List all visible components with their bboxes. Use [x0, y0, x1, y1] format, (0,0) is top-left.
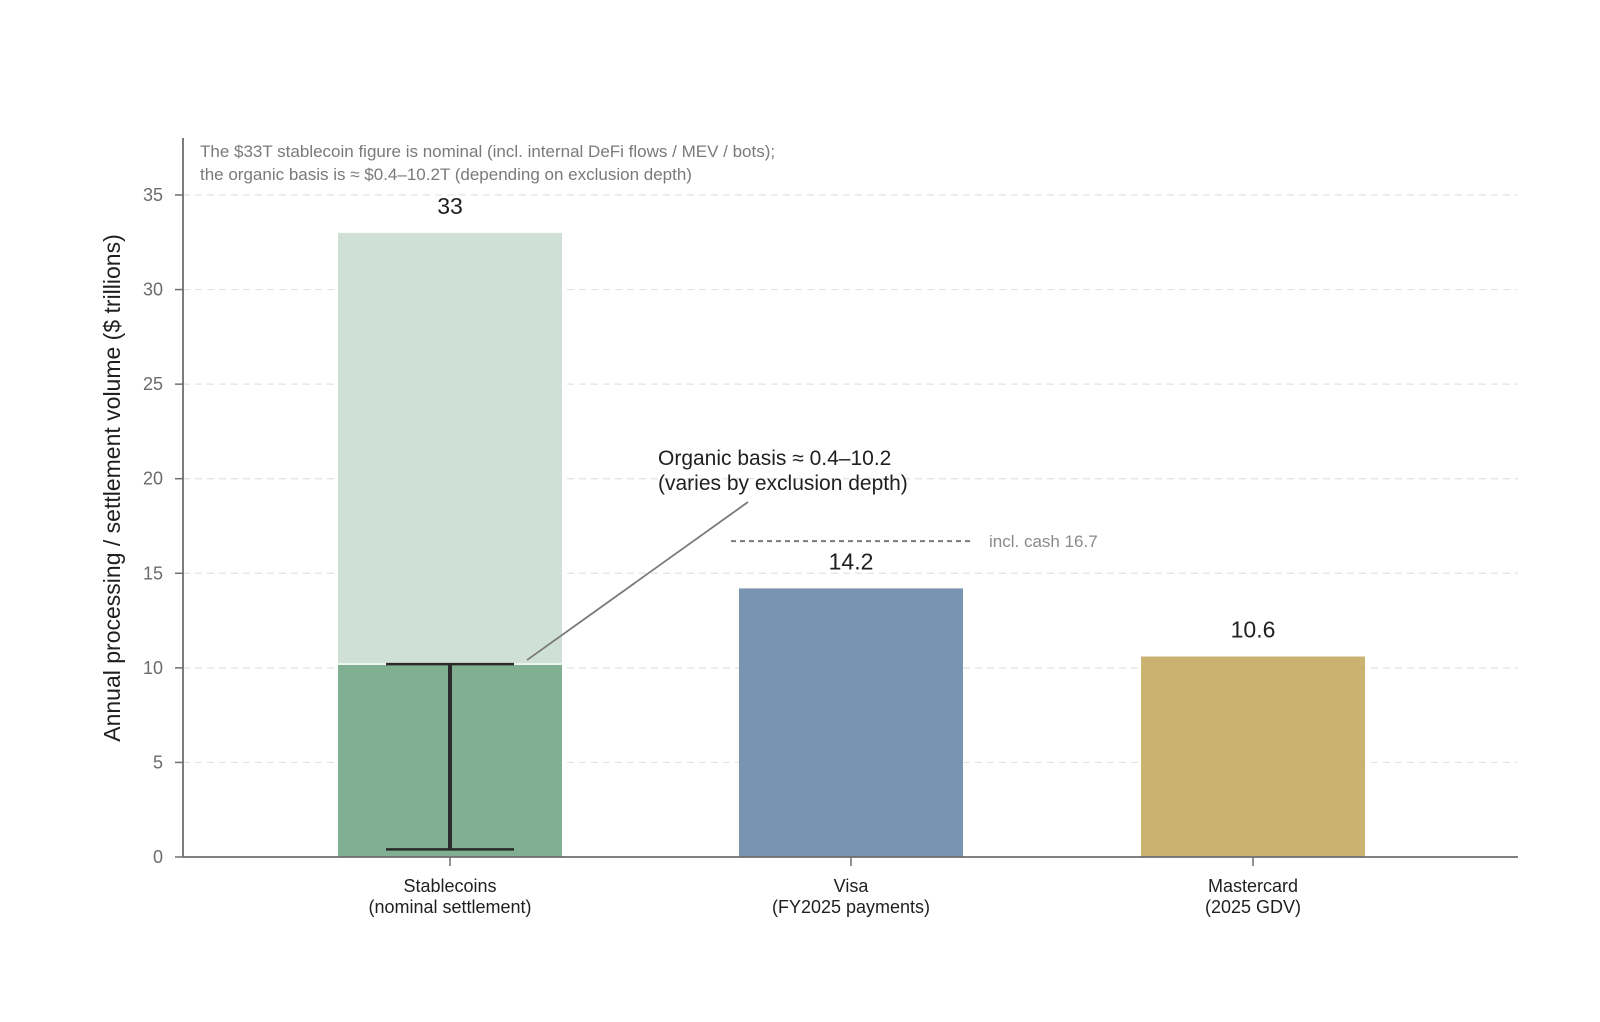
y-tick-label: 10	[143, 658, 163, 678]
x-tick-label-line: (nominal settlement)	[368, 897, 531, 917]
chart-note: The $33T stablecoin figure is nominal (i…	[200, 142, 780, 184]
bars	[338, 232, 1365, 858]
annotations: 33 14.2 10.6 incl. cash 16.7	[386, 193, 1276, 851]
annotation-leader-line	[526, 501, 749, 661]
value-label: 14.2	[829, 548, 874, 574]
organic-basis-annotation-line-2: (varies by exclusion depth)	[658, 472, 908, 495]
y-axis-label: Annual processing / settlement volume ($…	[99, 234, 125, 742]
x-tick-label-line: Visa	[834, 876, 870, 896]
chart-note-line-1: The $33T stablecoin figure is nominal (i…	[200, 142, 775, 161]
chart-note-line-2: the organic basis is ≈ $0.4–10.2T (depen…	[200, 165, 692, 184]
x-tick-label: Stablecoins (nominal settlement)	[368, 876, 531, 917]
x-tick-label: Mastercard (2025 GDV)	[1205, 876, 1301, 917]
x-tick-label-line: Mastercard	[1208, 876, 1298, 896]
x-tick-label-line: (FY2025 payments)	[772, 897, 930, 917]
ticks: 0 5 10 15 20 25 30 35 Stablecoins (nominal settle…	[143, 185, 1301, 917]
value-label: 33	[437, 193, 463, 219]
y-tick-label: 25	[143, 374, 163, 394]
reference-line-label: incl. cash 16.7	[989, 532, 1098, 551]
y-tick-label: 0	[153, 847, 163, 867]
bar-2	[1141, 656, 1365, 857]
y-tick-label: 15	[143, 563, 163, 583]
y-tick-label: 30	[143, 280, 163, 300]
organic-basis-annotation-line-1: Organic basis ≈ 0.4–10.2	[658, 447, 891, 470]
y-tick-label: 35	[143, 185, 163, 205]
x-tick-label: Visa (FY2025 payments)	[772, 876, 930, 917]
y-tick-label: 5	[153, 752, 163, 772]
y-tick-label: 20	[143, 469, 163, 489]
organic-basis-annotation: Organic basis ≈ 0.4–10.2 (varies by excl…	[658, 447, 908, 495]
value-label: 10.6	[1231, 617, 1276, 643]
x-tick-label-line: (2025 GDV)	[1205, 897, 1301, 917]
bar-1	[739, 588, 963, 857]
x-tick-label-line: Stablecoins	[403, 876, 496, 896]
